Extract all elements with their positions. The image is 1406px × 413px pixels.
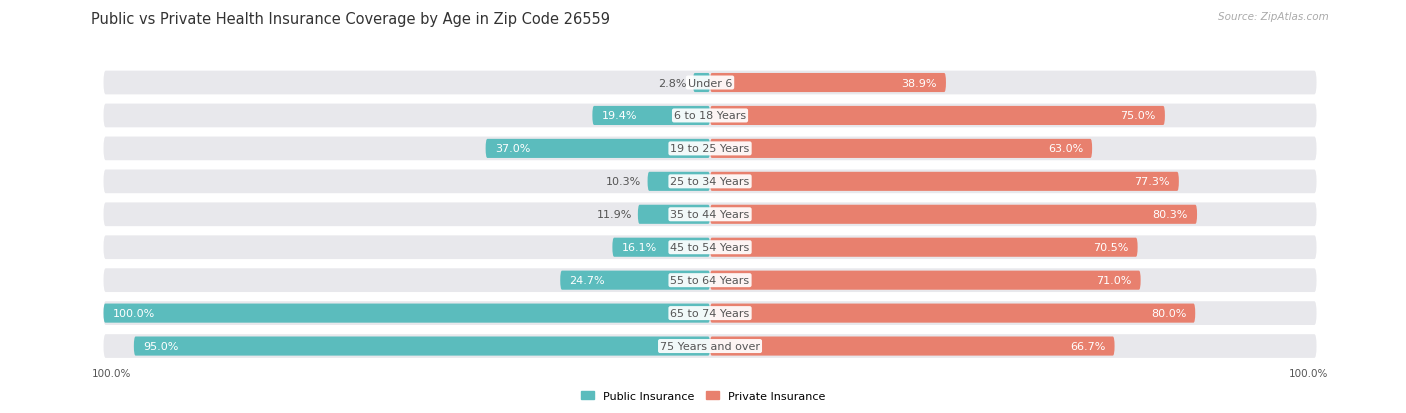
FancyBboxPatch shape [104,304,710,323]
FancyBboxPatch shape [638,205,710,224]
Text: 70.5%: 70.5% [1092,242,1129,253]
FancyBboxPatch shape [104,71,1316,95]
Text: 55 to 64 Years: 55 to 64 Years [671,275,749,285]
Text: Public vs Private Health Insurance Coverage by Age in Zip Code 26559: Public vs Private Health Insurance Cover… [91,12,610,27]
FancyBboxPatch shape [134,337,710,356]
FancyBboxPatch shape [613,238,710,257]
FancyBboxPatch shape [710,140,1092,159]
FancyBboxPatch shape [648,172,710,192]
Text: 6 to 18 Years: 6 to 18 Years [673,111,747,121]
Text: 80.0%: 80.0% [1150,309,1187,318]
FancyBboxPatch shape [710,337,1115,356]
Text: 45 to 54 Years: 45 to 54 Years [671,242,749,253]
FancyBboxPatch shape [710,238,1137,257]
FancyBboxPatch shape [693,74,710,93]
Text: 100.0%: 100.0% [1289,368,1329,379]
Text: 66.7%: 66.7% [1070,341,1105,351]
Text: 37.0%: 37.0% [495,144,530,154]
Text: 100.0%: 100.0% [91,368,131,379]
Text: 38.9%: 38.9% [901,78,936,88]
FancyBboxPatch shape [104,104,1316,128]
FancyBboxPatch shape [104,268,1316,292]
FancyBboxPatch shape [710,74,946,93]
FancyBboxPatch shape [104,203,1316,227]
Text: 95.0%: 95.0% [143,341,179,351]
Text: Source: ZipAtlas.com: Source: ZipAtlas.com [1218,12,1329,22]
Text: 77.3%: 77.3% [1135,177,1170,187]
Text: 100.0%: 100.0% [112,309,155,318]
FancyBboxPatch shape [485,140,710,159]
Text: Under 6: Under 6 [688,78,733,88]
Legend: Public Insurance, Private Insurance: Public Insurance, Private Insurance [576,387,830,406]
FancyBboxPatch shape [592,107,710,126]
FancyBboxPatch shape [710,107,1166,126]
Text: 2.8%: 2.8% [658,78,688,88]
Text: 80.3%: 80.3% [1153,210,1188,220]
Text: 25 to 34 Years: 25 to 34 Years [671,177,749,187]
Text: 65 to 74 Years: 65 to 74 Years [671,309,749,318]
FancyBboxPatch shape [104,301,1316,325]
Text: 75.0%: 75.0% [1121,111,1156,121]
FancyBboxPatch shape [560,271,710,290]
FancyBboxPatch shape [104,137,1316,161]
Text: 11.9%: 11.9% [596,210,631,220]
Text: 16.1%: 16.1% [621,242,657,253]
FancyBboxPatch shape [710,271,1140,290]
Text: 10.3%: 10.3% [606,177,641,187]
FancyBboxPatch shape [104,335,1316,358]
Text: 19.4%: 19.4% [602,111,637,121]
Text: 24.7%: 24.7% [569,275,605,285]
Text: 35 to 44 Years: 35 to 44 Years [671,210,749,220]
FancyBboxPatch shape [710,205,1197,224]
FancyBboxPatch shape [710,304,1195,323]
FancyBboxPatch shape [104,236,1316,259]
Text: 71.0%: 71.0% [1097,275,1132,285]
Text: 63.0%: 63.0% [1047,144,1083,154]
FancyBboxPatch shape [104,170,1316,194]
FancyBboxPatch shape [710,172,1178,192]
Text: 19 to 25 Years: 19 to 25 Years [671,144,749,154]
Text: 75 Years and over: 75 Years and over [659,341,761,351]
